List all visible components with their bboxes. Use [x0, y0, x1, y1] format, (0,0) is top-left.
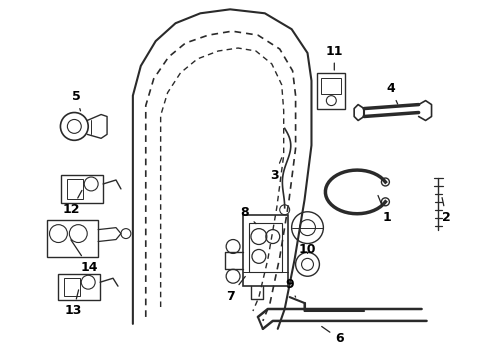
Text: 9: 9 — [285, 278, 295, 297]
Text: 2: 2 — [441, 198, 450, 224]
Bar — [61, 175, 103, 203]
Text: 4: 4 — [386, 82, 397, 104]
Bar — [59, 274, 100, 300]
Bar — [243, 215, 287, 286]
Text: 3: 3 — [270, 158, 281, 181]
Text: 6: 6 — [321, 327, 343, 345]
Bar — [64, 278, 80, 296]
Text: 5: 5 — [72, 90, 81, 111]
Text: 12: 12 — [62, 190, 82, 216]
Text: 10: 10 — [298, 243, 316, 256]
Text: 1: 1 — [377, 195, 390, 224]
Text: 11: 11 — [325, 45, 343, 70]
Bar — [321, 78, 341, 94]
Text: 7: 7 — [225, 276, 245, 303]
Bar — [46, 220, 98, 257]
Bar — [317, 73, 345, 109]
Bar — [248, 223, 281, 272]
Bar — [67, 179, 83, 199]
Text: 13: 13 — [64, 290, 82, 318]
Text: 14: 14 — [71, 240, 98, 274]
Text: 8: 8 — [240, 206, 255, 224]
